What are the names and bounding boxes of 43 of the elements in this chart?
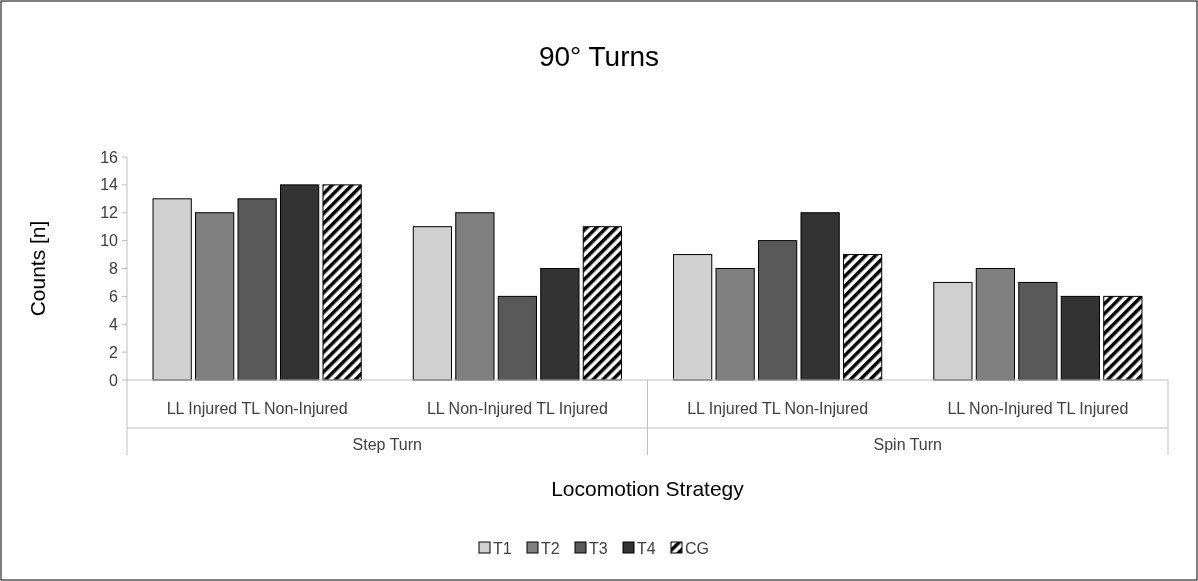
- y-tick-label: 12: [100, 204, 119, 222]
- legend-label: T1: [493, 539, 512, 557]
- bar: [933, 281, 973, 381]
- bar: [279, 184, 320, 381]
- bar: [800, 212, 840, 381]
- x-tick-label: LL Injured TL Non-Injured: [687, 400, 869, 417]
- legend-label: CG: [685, 539, 709, 557]
- y-tick-label: 0: [109, 371, 119, 389]
- text: Step Turn: [352, 436, 422, 453]
- y-tick-label: 2: [109, 343, 119, 361]
- legend-label: T4: [637, 539, 656, 557]
- chart-title: 90° Turns: [538, 41, 660, 72]
- x-tick-label: LL Non-Injured TL Injured: [426, 400, 608, 417]
- legend-label: T2: [541, 539, 560, 557]
- bar: [842, 254, 883, 381]
- bar: [237, 198, 277, 381]
- bar: [455, 212, 495, 381]
- y-tick-label: 10: [100, 232, 119, 250]
- bar: [1018, 281, 1058, 381]
- text: Spin Turn: [873, 436, 942, 453]
- bar: [540, 268, 580, 381]
- x-tick-label: LL Non-Injured TL Injured: [947, 400, 1129, 417]
- bar: [673, 254, 713, 381]
- bar: [758, 240, 798, 381]
- bar: [497, 295, 537, 381]
- bar: [412, 226, 453, 381]
- x-tick-label: LL Injured TL Non-Injured: [166, 400, 348, 417]
- bar: [152, 198, 192, 381]
- bar: [1060, 295, 1100, 381]
- y-tick-label: 8: [109, 260, 119, 278]
- bar: [322, 184, 362, 381]
- bar: [195, 212, 235, 381]
- bar: [582, 226, 622, 381]
- bar: [1103, 295, 1143, 381]
- y-axis-title: Counts [n]: [26, 220, 49, 317]
- legend-label: T3: [589, 539, 608, 557]
- y-tick-label: 14: [100, 176, 119, 194]
- y-tick-label: 4: [109, 315, 119, 333]
- y-tick-label: 16: [100, 148, 119, 166]
- bar: [975, 268, 1016, 381]
- y-tick-label: 6: [109, 287, 119, 305]
- bar: [715, 268, 755, 381]
- x-axis-title: Locomotion Strategy: [551, 477, 745, 500]
